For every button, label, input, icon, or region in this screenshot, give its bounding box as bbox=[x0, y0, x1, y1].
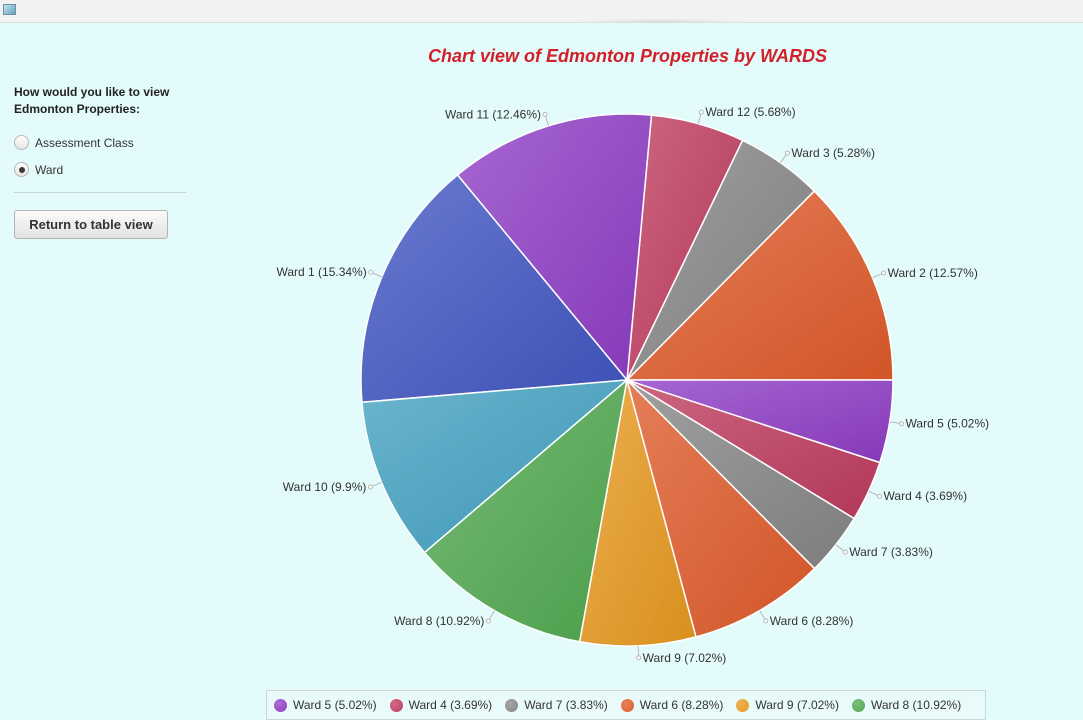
leader-dot-ward-4 bbox=[877, 493, 883, 499]
pie-chart: Ward 2 (12.57%) Ward 3 (5.28%) Ward 12 (5.… bbox=[276, 105, 989, 665]
radio-assessment-class-circle[interactable] bbox=[14, 135, 29, 150]
radio-ward-circle[interactable] bbox=[14, 162, 29, 177]
legend-swatch-icon bbox=[505, 698, 519, 712]
pie-slices bbox=[360, 113, 894, 647]
legend-item-ward-6: Ward 6 (8.28%) bbox=[620, 698, 724, 712]
pie-slice-ward-6 bbox=[625, 377, 816, 638]
slice-label-ward-3: Ward 3 (5.28%) bbox=[791, 146, 875, 160]
pie-slice-ward-11 bbox=[456, 113, 653, 382]
leader-dot-ward-12 bbox=[698, 109, 704, 115]
pie-slice-ward-9 bbox=[578, 379, 697, 647]
panel-separator bbox=[14, 192, 186, 193]
window-titlebar bbox=[0, 0, 1083, 23]
titlebar-shadow bbox=[575, 19, 745, 23]
app-window-icon bbox=[3, 4, 16, 15]
pie-slice-ward-10 bbox=[361, 379, 630, 554]
slice-label-ward-4: Ward 4 (3.69%) bbox=[884, 489, 968, 503]
legend-label: Ward 8 (10.92%) bbox=[870, 698, 962, 712]
leader-dot-ward-3 bbox=[784, 150, 790, 156]
radio-ward-label[interactable]: Ward bbox=[35, 162, 64, 177]
leader-dot-ward-11 bbox=[542, 111, 548, 117]
pie-labels: Ward 2 (12.57%) Ward 3 (5.28%) Ward 12 (5.… bbox=[276, 105, 989, 665]
chart-legend: Ward 5 (5.02%) Ward 4 (3.69%) Ward 7 (3.83… bbox=[266, 690, 986, 720]
legend-item-ward-9: Ward 9 (7.02%) bbox=[736, 698, 839, 712]
leader-dot-ward-7 bbox=[842, 549, 848, 555]
legend-label: Ward 7 (3.83%) bbox=[524, 698, 608, 712]
slice-label-ward-5: Ward 5 (5.02%) bbox=[906, 417, 990, 431]
slice-label-ward-10: Ward 10 (9.9%) bbox=[283, 480, 367, 494]
legend-swatch-icon bbox=[274, 698, 287, 712]
legend-label: Ward 6 (8.28%) bbox=[639, 698, 724, 712]
slice-label-ward-11: Ward 11 (12.46%) bbox=[445, 107, 541, 121]
legend-item-ward-4: Ward 4 (3.69%) bbox=[389, 698, 493, 712]
legend-item-ward-8: Ward 8 (10.92%) bbox=[851, 698, 962, 712]
legend-swatch-icon bbox=[389, 698, 403, 712]
radio-assessment-class-label[interactable]: Assessment Class bbox=[35, 135, 134, 150]
slice-label-ward-9: Ward 9 (7.02%) bbox=[643, 651, 727, 665]
leader-dot-ward-5 bbox=[899, 421, 905, 427]
radio-assessment-class[interactable]: Assessment Class bbox=[14, 135, 134, 150]
leader-dot-ward-10 bbox=[367, 484, 373, 490]
chart-title: Chart view of Edmonton Properties by WAR… bbox=[427, 46, 828, 66]
view-question-label: How would you like to view Edmonton Prop… bbox=[14, 85, 170, 116]
legend-label: Ward 5 (5.02%) bbox=[293, 698, 377, 712]
leader-dot-ward-6 bbox=[763, 618, 769, 624]
legend-item-ward-5: Ward 5 (5.02%) bbox=[274, 698, 377, 712]
legend-label: Ward 4 (3.69%) bbox=[408, 698, 493, 712]
legend-item-ward-7: Ward 7 (3.83%) bbox=[505, 698, 608, 712]
slice-label-ward-6: Ward 6 (8.28%) bbox=[770, 614, 854, 628]
leader-dot-ward-8 bbox=[485, 618, 491, 624]
legend-label: Ward 9 (7.02%) bbox=[755, 698, 839, 712]
slice-label-ward-2: Ward 2 (12.57%) bbox=[888, 266, 978, 280]
leader-dot-ward-9 bbox=[636, 655, 642, 661]
legend-swatch-icon bbox=[620, 698, 634, 712]
slice-label-ward-12: Ward 12 (5.68%) bbox=[705, 105, 795, 119]
slice-label-ward-1: Ward 1 (15.34%) bbox=[276, 265, 366, 279]
leader-dot-ward-1 bbox=[368, 269, 374, 275]
slice-label-ward-7: Ward 7 (3.83%) bbox=[849, 545, 933, 559]
view-options-panel: How would you like to view Edmonton Prop… bbox=[14, 84, 189, 239]
return-to-table-button[interactable]: Return to table view bbox=[14, 210, 168, 239]
radio-ward[interactable]: Ward bbox=[14, 162, 63, 177]
pie-slice-ward-5 bbox=[626, 379, 894, 464]
legend-swatch-icon bbox=[736, 698, 750, 712]
slice-label-ward-8: Ward 8 (10.92%) bbox=[394, 614, 484, 628]
legend-swatch-icon bbox=[851, 698, 865, 712]
leader-dot-ward-2 bbox=[881, 270, 887, 276]
pie-slice-ward-1 bbox=[360, 173, 629, 404]
